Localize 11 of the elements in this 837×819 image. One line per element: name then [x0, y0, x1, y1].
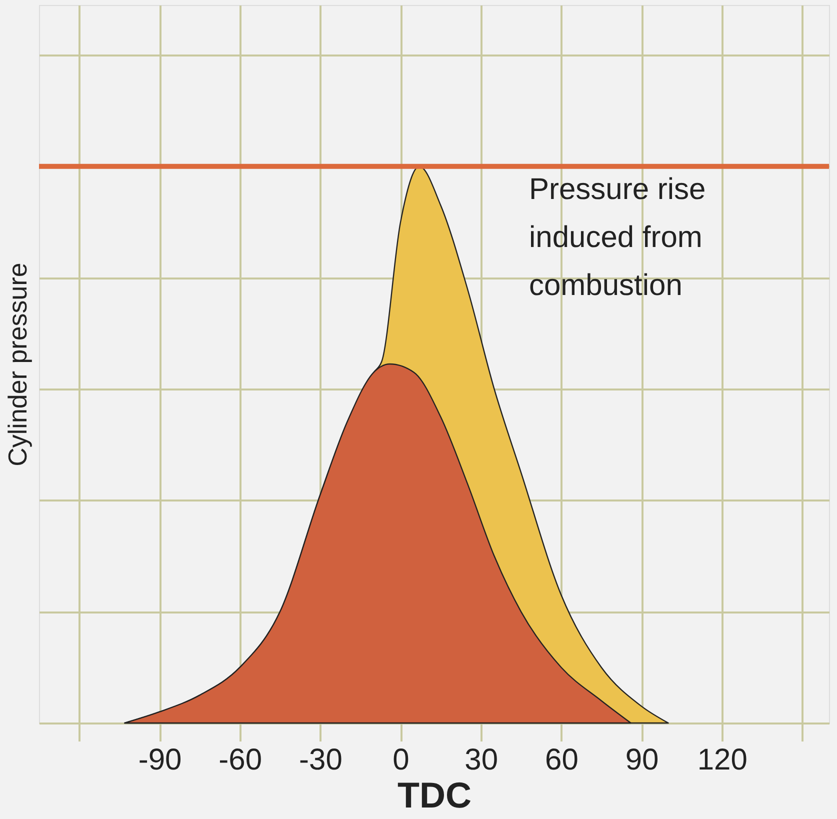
y-axis-title: Cylinder pressure — [2, 262, 32, 466]
x-tick-label: 90 — [625, 744, 659, 776]
x-axis-title: TDC — [398, 774, 472, 816]
x-tick-label: 30 — [464, 744, 498, 776]
x-tick-label: -60 — [218, 744, 262, 776]
x-tick-label: 120 — [697, 744, 748, 776]
x-tick-label: -30 — [299, 744, 342, 776]
x-tick-label: 60 — [545, 744, 578, 776]
annotation: Pressure rise induced from combustion — [529, 173, 706, 302]
x-tick-label: -90 — [138, 744, 182, 776]
x-tick-label: 0 — [392, 744, 410, 776]
